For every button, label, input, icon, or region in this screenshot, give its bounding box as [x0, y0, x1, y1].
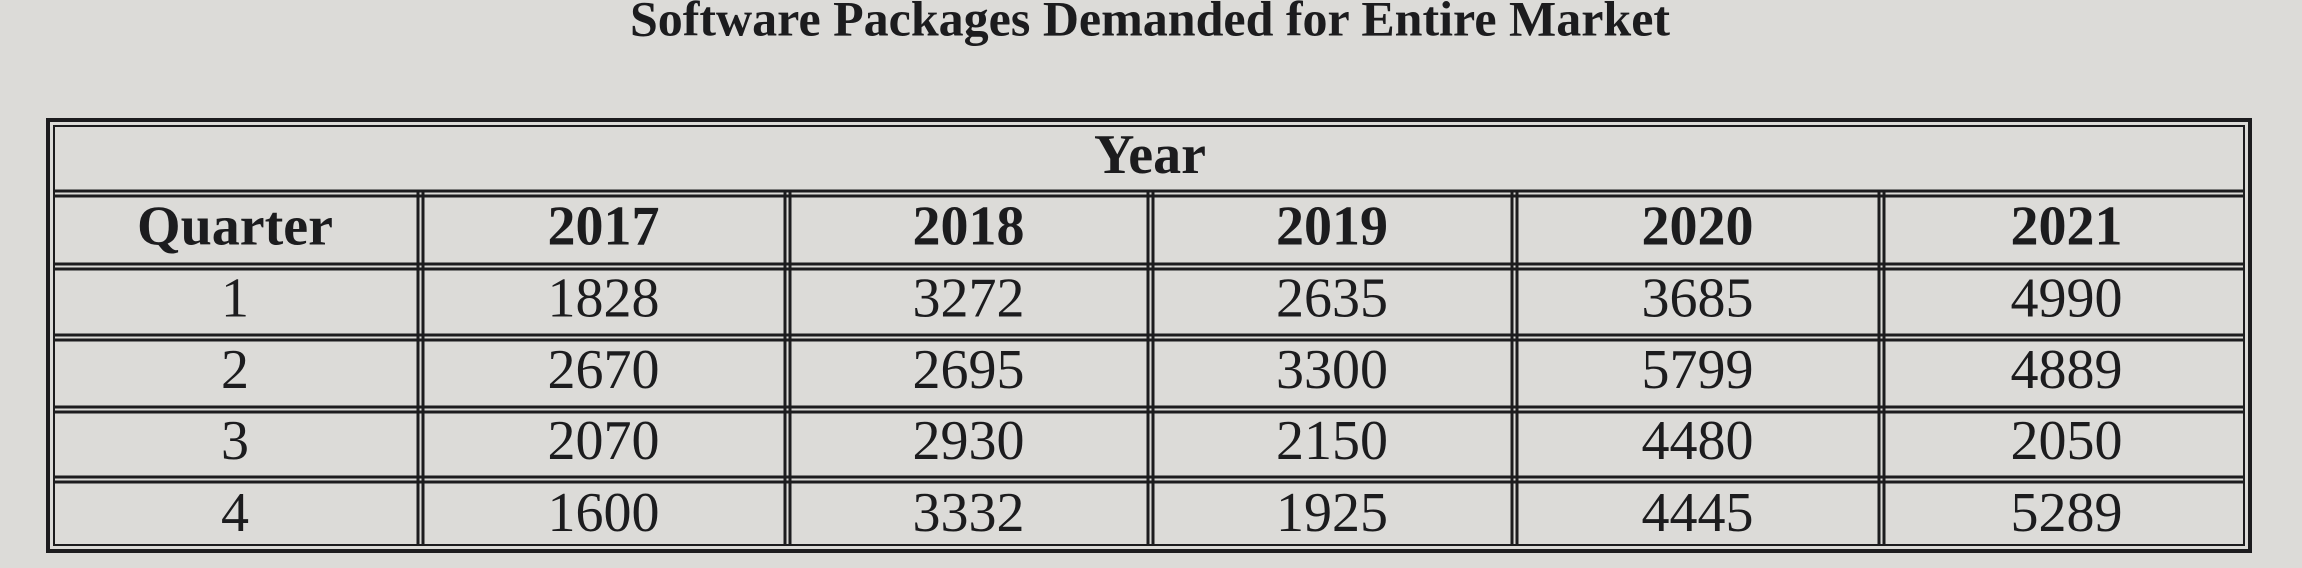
cell: 3272 [913, 267, 1025, 329]
row-header: 1 [221, 267, 249, 329]
cell: 2150 [1276, 410, 1388, 472]
cell: 2670 [548, 339, 660, 401]
cell: 4990 [2011, 267, 2123, 329]
table-border [46, 118, 2252, 553]
column-header: 2019 [1276, 195, 1388, 257]
cell: 1828 [548, 267, 660, 329]
cell: 3300 [1276, 339, 1388, 401]
column-header: Quarter [137, 195, 333, 257]
cell: 2695 [913, 339, 1025, 401]
cell: 2635 [1276, 267, 1388, 329]
row-header: 2 [221, 339, 249, 401]
cell: 5289 [2011, 482, 2123, 544]
group-header: Year [1094, 124, 1206, 186]
cell: 1925 [1276, 482, 1388, 544]
cell: 3332 [913, 482, 1025, 544]
cell: 2070 [548, 410, 660, 472]
cell: 2930 [913, 410, 1025, 472]
title: Software Packages Demanded for Entire Ma… [630, 0, 1670, 46]
cell: 4480 [1642, 410, 1754, 472]
column-header: 2017 [548, 195, 660, 257]
cell: 1600 [548, 482, 660, 544]
cell: 4445 [1642, 482, 1754, 544]
cell: 5799 [1642, 339, 1754, 401]
row-header: 4 [221, 482, 249, 544]
column-header: 2021 [2011, 195, 2123, 257]
cell: 4889 [2011, 339, 2123, 401]
column-header: 2018 [913, 195, 1025, 257]
cell: 3685 [1642, 267, 1754, 329]
column-header: 2020 [1642, 195, 1754, 257]
row-header: 3 [221, 410, 249, 472]
cell: 2050 [2011, 410, 2123, 472]
